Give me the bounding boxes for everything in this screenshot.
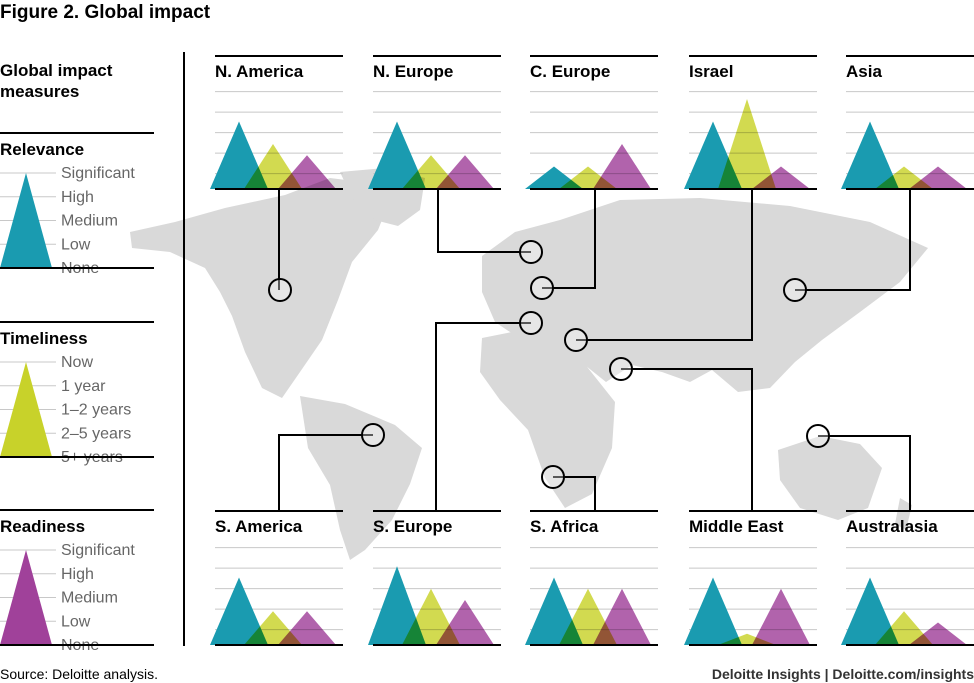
connector-line: [576, 189, 753, 341]
legend-heading-line1: Global impact: [0, 61, 113, 80]
connector-line: [542, 189, 596, 289]
triangle-relevance: [368, 566, 426, 645]
legend-level-label: Now: [61, 354, 93, 371]
triangle-readiness: [752, 588, 810, 645]
triangle-readiness: [593, 144, 651, 189]
region-name: N. Europe: [373, 62, 453, 81]
region-connectors: [268, 189, 911, 511]
triangle-timeliness: [875, 611, 933, 645]
legend-heading-line2: measures: [0, 82, 79, 101]
legend-level-label: High: [61, 189, 94, 206]
region-marker-circle[interactable]: [361, 423, 385, 447]
legend-level-label: High: [61, 566, 94, 583]
legend-relevance-triangle: [0, 173, 52, 268]
triangle-relevance: [210, 121, 268, 189]
map-australia: [778, 436, 882, 520]
world-map: [130, 168, 928, 560]
region-panel-c-europe: C. Europe: [525, 55, 658, 190]
region-panel-s-america: S. America: [210, 510, 343, 646]
region-marker-circle[interactable]: [806, 424, 830, 448]
triangle-readiness: [909, 166, 967, 189]
region-marker-circle[interactable]: [564, 328, 588, 352]
legend-level-label: Medium: [61, 213, 118, 230]
connector-line: [553, 476, 596, 511]
triangle-relevance: [841, 577, 899, 645]
region-panel-s-africa: S. Africa: [525, 510, 658, 646]
region-name: Australasia: [846, 517, 938, 536]
triangle-readiness: [278, 155, 336, 189]
legend-level-label: Low: [61, 613, 91, 630]
triangle-readiness: [909, 622, 967, 645]
region-marker-circle[interactable]: [519, 311, 543, 335]
source-note: Source: Deloitte analysis.: [0, 666, 158, 682]
region-marker-circle[interactable]: [783, 278, 807, 302]
connector-line: [437, 189, 531, 253]
region-panel-israel: Israel: [684, 55, 817, 190]
triangle-relevance: [684, 577, 742, 645]
connector-line: [818, 435, 911, 511]
brand-link[interactable]: Deloitte Insights | Deloitte.com/insight…: [711, 666, 974, 682]
region-name: Asia: [846, 62, 882, 81]
legend: Global impact measures Relevance Significan…: [0, 61, 154, 654]
region-name: S. Africa: [530, 517, 599, 536]
region-name: N. America: [215, 62, 304, 81]
triangle-readiness: [436, 600, 494, 645]
triangle-readiness: [752, 166, 810, 189]
triangle-timeliness: [718, 99, 776, 189]
map-south-america: [300, 396, 422, 560]
legend-readiness-title: Readiness: [0, 517, 85, 536]
triangle-timeliness: [244, 144, 302, 189]
region-name: C. Europe: [530, 62, 610, 81]
region-marker-circle[interactable]: [541, 465, 565, 489]
connector-line: [621, 368, 753, 511]
map-africa: [480, 330, 615, 508]
legend-level-label: Significant: [61, 542, 135, 559]
legend-level-label: Significant: [61, 165, 135, 182]
legend-level-label: 1–2 years: [61, 402, 131, 419]
region-panels: N. America N. Europe C. Europe Israel Asia S.…: [210, 55, 974, 646]
legend-level-label: Medium: [61, 590, 118, 607]
region-panel-middle-east: Middle East: [684, 510, 817, 646]
legend-timeliness-triangle: [0, 362, 52, 457]
region-name: S. Europe: [373, 517, 452, 536]
legend-level-label: 2–5 years: [61, 425, 131, 442]
region-panel-s-europe: S. Europe: [368, 510, 501, 646]
region-panel-n-america: N. America: [210, 55, 343, 190]
region-panel-n-europe: N. Europe: [368, 55, 501, 190]
region-name: S. America: [215, 517, 303, 536]
region-name: Middle East: [689, 517, 784, 536]
legend-level-label: 1 year: [61, 378, 106, 395]
region-marker-circle[interactable]: [268, 278, 292, 302]
legend-level-label: Low: [61, 236, 91, 253]
triangle-readiness: [436, 155, 494, 189]
region-marker-circle[interactable]: [609, 357, 633, 381]
map-new-zealand: [895, 498, 912, 530]
triangle-relevance: [210, 577, 268, 645]
figure-title: Figure 2. Global impact: [0, 2, 211, 23]
triangle-relevance: [368, 121, 426, 189]
region-marker-circle[interactable]: [530, 276, 554, 300]
region-panel-australasia: Australasia: [841, 510, 974, 646]
legend-relevance-title: Relevance: [0, 140, 84, 159]
legend-readiness-triangle: [0, 550, 52, 645]
triangle-readiness: [593, 588, 651, 645]
region-marker-circle[interactable]: [519, 240, 543, 264]
region-panel-asia: Asia: [841, 55, 974, 190]
connector-line: [795, 189, 911, 291]
triangle-relevance: [841, 121, 899, 189]
connector-line: [435, 322, 531, 511]
map-north-america: [130, 178, 390, 398]
map-eurasia: [482, 198, 928, 392]
region-name: Israel: [689, 62, 733, 81]
triangle-readiness: [278, 611, 336, 645]
connector-line: [278, 434, 373, 511]
legend-timeliness-title: Timeliness: [0, 329, 88, 348]
